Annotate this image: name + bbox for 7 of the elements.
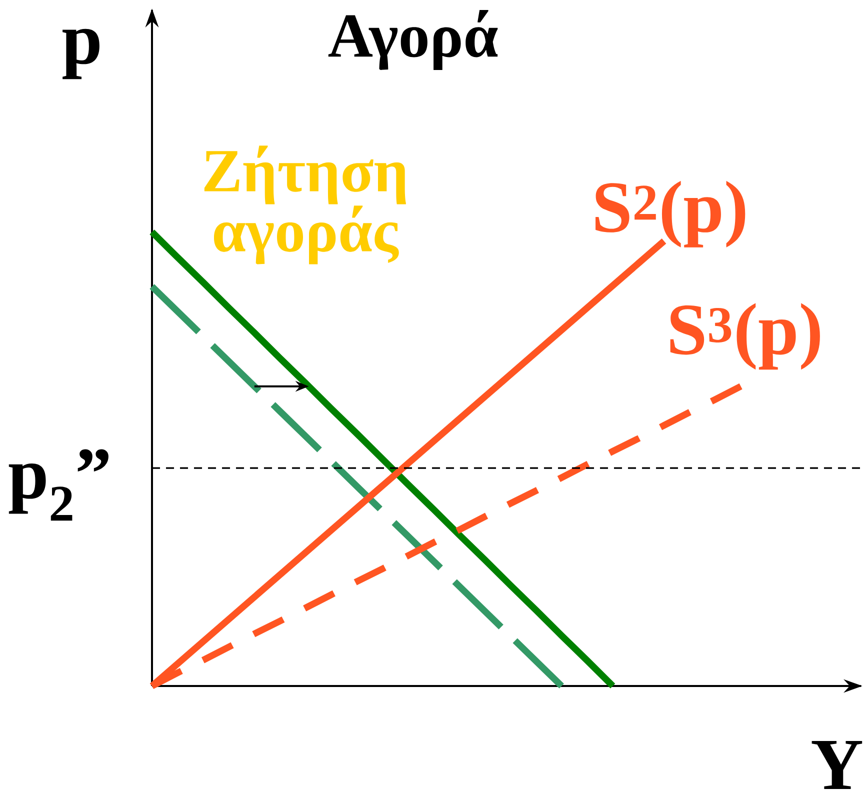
series-label: S$^{3}$(p) (670, 303, 820, 370)
ref-line-label: p$_{2}$” (8, 449, 108, 521)
series-label: S$^{2}$(p) (596, 180, 746, 248)
y-axis-title: p (62, 28, 100, 80)
chart-title: Αγορά (328, 10, 498, 70)
x-axis-title: Y (812, 740, 862, 789)
annotation: Ζήτηση αγοράς (204, 146, 406, 264)
